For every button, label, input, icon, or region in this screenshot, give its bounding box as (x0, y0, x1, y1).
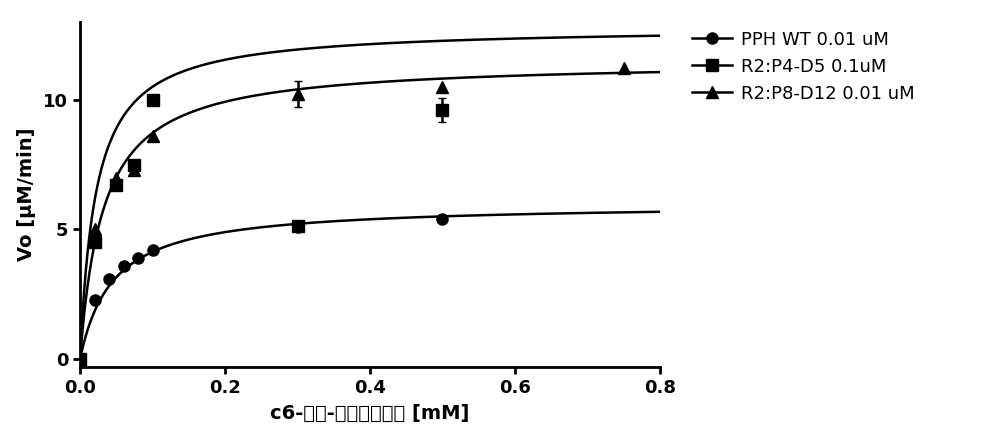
Legend: PPH WT 0.01 uM, R2:P4-D5 0.1uM, R2:P8-D12 0.01 uM: PPH WT 0.01 uM, R2:P4-D5 0.1uM, R2:P8-D1… (692, 31, 915, 103)
X-axis label: c6-氧代-高丝氨酸内酯 [mM]: c6-氧代-高丝氨酸内酯 [mM] (270, 404, 470, 423)
Y-axis label: Vo [μM/min]: Vo [μM/min] (17, 127, 36, 261)
